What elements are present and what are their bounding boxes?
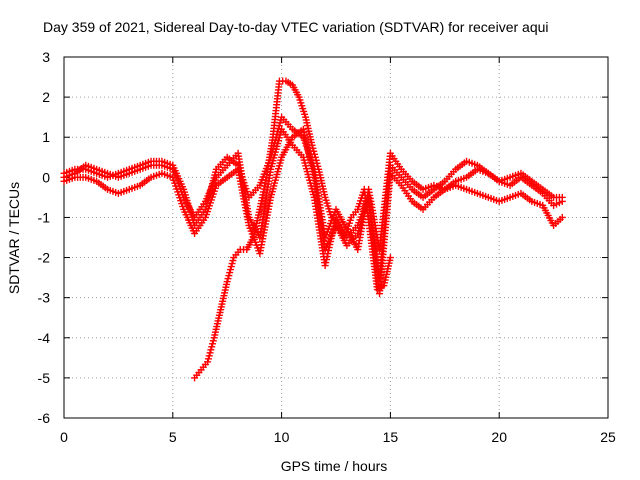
x-tick-label: 10 — [274, 429, 290, 445]
y-tick-label: -1 — [38, 209, 51, 225]
x-tick-label: 20 — [491, 429, 507, 445]
data-point — [558, 197, 566, 205]
chart-title: Day 359 of 2021, Sidereal Day-to-day VTE… — [43, 19, 549, 35]
data-point — [558, 213, 566, 221]
y-tick-label: 2 — [42, 89, 50, 105]
x-tick-label: 5 — [169, 429, 177, 445]
plot-frame — [63, 56, 609, 419]
data-points — [60, 77, 566, 382]
y-axis-label: SDTVAR / TECUs — [6, 182, 22, 294]
y-tick-label: 3 — [42, 49, 50, 65]
x-tick-label: 25 — [600, 429, 616, 445]
y-tick-label: 1 — [42, 129, 50, 145]
y-tick-label: -3 — [38, 290, 51, 306]
x-tick-label: 15 — [383, 429, 399, 445]
data-point — [386, 254, 394, 262]
x-tick-label: 0 — [60, 429, 68, 445]
y-tick-label: -5 — [38, 370, 51, 386]
y-tick-label: -4 — [38, 330, 51, 346]
y-tick-label: -6 — [38, 410, 51, 426]
y-tick-label: 0 — [42, 169, 50, 185]
x-axis-label: GPS time / hours — [281, 458, 388, 474]
axis-ticks: 0 5 10 15 20 25 -6 -5 -4 -3 -2 -1 0 1 2 3 — [38, 49, 616, 445]
y-tick-label: -2 — [38, 250, 51, 266]
